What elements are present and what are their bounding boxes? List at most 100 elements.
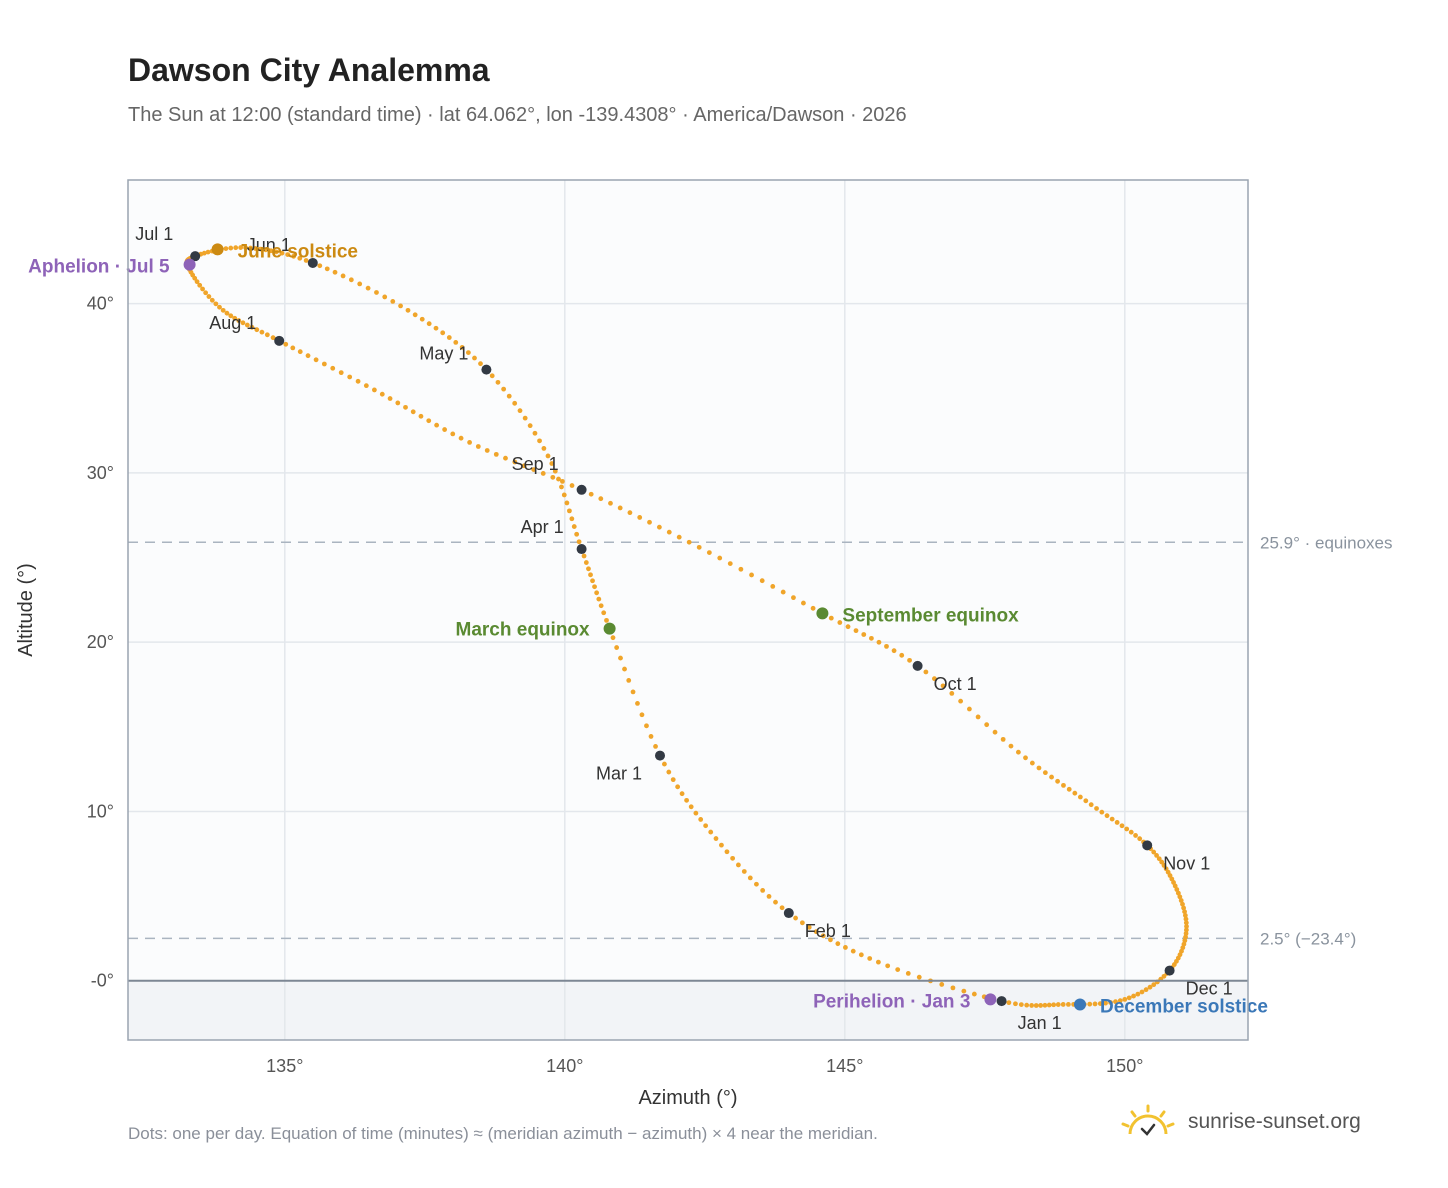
daily-dot [719,842,724,848]
daily-dot [698,817,704,822]
daily-dot [556,476,561,482]
daily-dot [853,628,859,634]
event-label: September equinox [842,605,1019,626]
daily-dot [940,683,946,689]
daily-dot [1042,770,1048,776]
event-label: Aphelion · Jul 5 [28,257,170,278]
daily-dot [324,266,330,272]
brand[interactable]: sunrise-sunset.org [1120,1104,1361,1140]
daily-dot [1128,829,1134,835]
reference-line-label: 2.5° (−23.4°) [1260,929,1356,948]
daily-dot [939,982,945,987]
month-marker [655,750,665,761]
daily-dot [1113,999,1118,1005]
daily-dot [571,524,577,529]
daily-dot [576,539,582,545]
daily-dot [876,959,881,965]
daily-dot [779,905,785,911]
daily-dot [1178,898,1184,903]
daily-dot [1109,816,1115,822]
daily-dot [274,249,279,255]
daily-dot [1099,809,1105,815]
daily-dot [648,734,654,739]
daily-dot [279,250,285,256]
daily-dot [503,455,508,461]
daily-dot [1124,826,1130,832]
daily-dot [1183,934,1188,940]
daily-dot [495,379,501,385]
daily-dot [228,313,234,319]
daily-dot [1161,863,1167,868]
daily-dot [1154,852,1159,858]
daily-dot [233,245,239,251]
daily-dot [1065,1001,1071,1007]
analemma-curve [184,245,1189,1008]
daily-dot [426,418,432,424]
daily-dot [806,924,812,930]
daily-dot [905,971,911,976]
month-marker [912,660,923,671]
daily-dot [285,252,291,258]
daily-dot [614,645,620,650]
daily-dot [693,810,699,816]
daily-dot [666,529,672,535]
daily-dot [759,578,765,584]
daily-dot [637,515,643,520]
daily-dot [467,440,472,445]
daily-dot [484,448,490,453]
daily-dot [1182,913,1188,918]
daily-dot [730,855,736,861]
daily-dot [727,561,733,566]
daily-dot [1122,996,1128,1002]
daily-dot [1184,927,1189,933]
month-label: Sep 1 [512,454,559,474]
month-marker [274,335,285,346]
daily-dot [588,572,593,578]
month-marker [307,257,318,268]
daily-dot [675,784,681,790]
month-marker [576,544,587,555]
daily-dot [1087,1001,1093,1007]
daily-dot [1055,778,1060,784]
daily-dot [390,298,396,304]
event-marker [183,258,196,271]
y-axis-label: Altitude (°) [15,563,37,657]
chart-subtitle: The Sun at 12:00 (standard time) · lat 6… [128,104,907,126]
daily-dot [194,279,200,285]
daily-dot [1119,823,1125,829]
daily-dot [617,505,623,511]
month-label: Nov 1 [1163,853,1210,873]
x-tick-label: 140° [546,1056,583,1076]
daily-dot [313,357,319,363]
event-markers: June solstice December solstice March equi… [28,241,1268,1017]
daily-dot [801,600,806,606]
daily-dot [618,655,623,661]
daily-dot [895,967,901,973]
daily-dot [1013,1001,1018,1007]
daily-dot [949,690,955,696]
daily-dot [749,572,754,578]
daily-dot [253,246,258,251]
daily-dot [867,956,873,961]
month-label: Aug 1 [209,313,256,333]
daily-dot [598,496,604,502]
daily-dot [1161,973,1167,979]
daily-dot [458,435,464,441]
daily-dot [465,350,471,356]
daily-dot [581,553,587,559]
daily-dot [540,471,546,476]
daily-dot [205,249,211,255]
daily-dot [686,539,692,545]
daily-dot [238,245,244,250]
daily-dot [1049,774,1054,780]
daily-dot [766,893,772,899]
month-label: Jul 1 [135,224,173,244]
daily-dot [236,318,242,323]
reference-line-label: 25.9° · equinoxes [1260,533,1393,552]
daily-dot [1180,901,1185,907]
daily-dot [478,361,483,367]
daily-dot [1133,833,1138,838]
daily-dot [365,285,371,291]
daily-dot [598,603,604,609]
daily-dot [1046,1002,1052,1008]
